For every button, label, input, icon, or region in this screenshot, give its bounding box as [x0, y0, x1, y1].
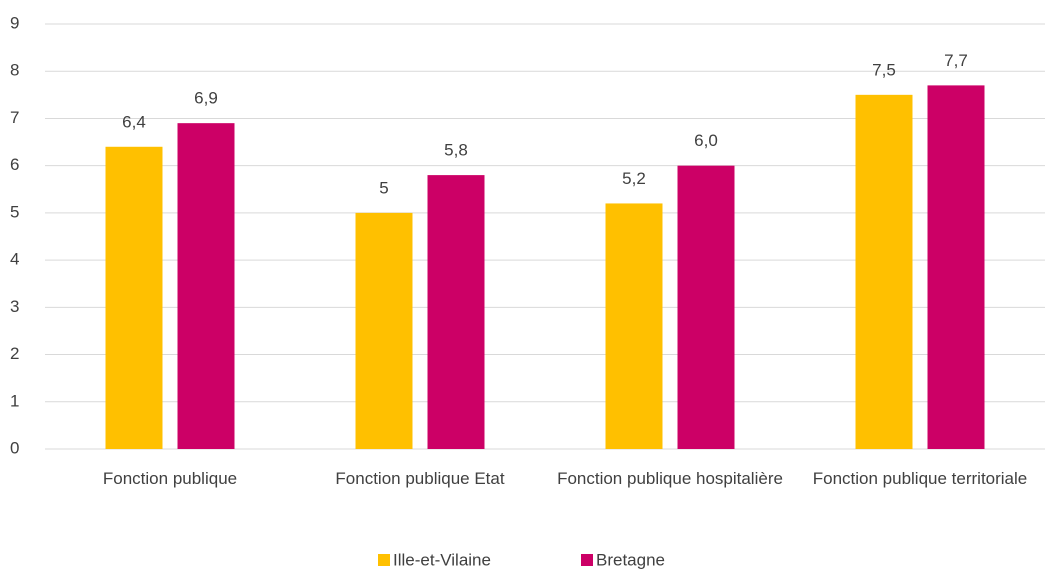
x-tick-label: Fonction publique territoriale [812, 469, 1028, 488]
data-label: 5,8 [444, 141, 468, 160]
y-tick-label: 6 [10, 155, 19, 174]
y-tick-label: 7 [10, 108, 19, 127]
bar [105, 146, 163, 449]
legend-swatch [581, 554, 593, 566]
x-tick-label: Fonction publique Etat [335, 469, 505, 488]
bar [427, 175, 485, 449]
bar [927, 85, 985, 449]
data-label: 6,4 [122, 112, 146, 131]
data-label: 6,0 [694, 131, 718, 150]
y-tick-label: 2 [10, 344, 19, 363]
legend-label: Ille-et-Vilaine [393, 550, 491, 569]
y-tick-label: 4 [10, 250, 19, 269]
bar [855, 94, 913, 449]
y-tick-label: 3 [10, 297, 19, 316]
y-tick-label: 5 [10, 202, 19, 221]
x-tick-label: Fonction publique [102, 469, 238, 488]
bar [177, 123, 235, 450]
data-label: 5 [379, 178, 388, 197]
y-tick-label: 9 [10, 13, 19, 32]
x-tick-label: Fonction publique hospitalière [557, 469, 783, 488]
data-label: 7,5 [872, 60, 896, 79]
bar [677, 165, 735, 449]
y-tick-label: 8 [10, 61, 19, 80]
bar [605, 203, 663, 449]
bar [355, 212, 413, 449]
legend-label: Bretagne [596, 550, 665, 569]
legend-swatch [378, 554, 390, 566]
data-label: 6,9 [194, 89, 218, 108]
y-tick-label: 0 [10, 438, 19, 457]
data-label: 7,7 [944, 51, 968, 70]
data-label: 5,2 [622, 169, 646, 188]
y-tick-label: 1 [10, 391, 19, 410]
